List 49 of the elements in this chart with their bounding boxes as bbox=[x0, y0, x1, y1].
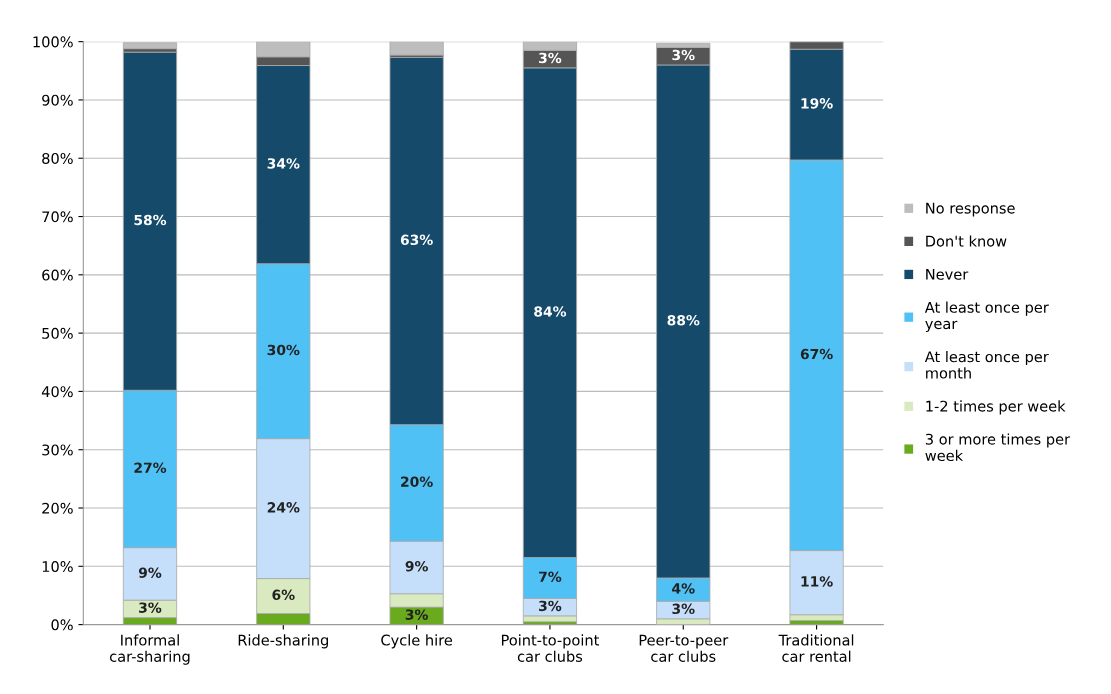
data-label: 7% bbox=[539, 571, 562, 582]
y-tick-label: 40% bbox=[41, 386, 73, 398]
data-label: 27% bbox=[134, 462, 167, 473]
x-tick-label: Peer-to-peer car clubs bbox=[639, 634, 729, 662]
data-label: 6% bbox=[272, 589, 295, 601]
y-tick-label: 10% bbox=[42, 561, 73, 573]
x-tick-label: Point-to-point car clubs bbox=[501, 634, 600, 662]
data-label: 84% bbox=[534, 306, 567, 317]
data-label: 88% bbox=[667, 314, 700, 326]
y-tick-label: 80% bbox=[42, 152, 73, 164]
data-label: 19% bbox=[801, 98, 833, 109]
data-label: 3% bbox=[539, 600, 562, 612]
data-label: 3% bbox=[139, 602, 162, 613]
x-tick-label: Ride-sharing bbox=[238, 634, 328, 649]
data-label: 9% bbox=[138, 567, 162, 578]
y-tick-label: 60% bbox=[42, 269, 73, 281]
data-label: 3% bbox=[539, 52, 562, 64]
data-label: 3% bbox=[672, 603, 695, 615]
data-label: 67% bbox=[800, 348, 833, 360]
x-tick-label: Cycle hire bbox=[381, 634, 453, 649]
y-tick-label: 90% bbox=[42, 94, 73, 106]
data-label: 63% bbox=[400, 234, 433, 246]
data-label: 4% bbox=[672, 583, 695, 594]
legend-label: 3 or more times per week bbox=[925, 433, 1071, 462]
data-label: 3% bbox=[405, 609, 428, 620]
data-label: 34% bbox=[267, 158, 300, 169]
data-label: 58% bbox=[134, 214, 167, 226]
data-label: 20% bbox=[401, 476, 433, 487]
legend-label: No response bbox=[926, 202, 1015, 217]
y-tick-label: 50% bbox=[42, 327, 73, 339]
legend-label: Don't know bbox=[926, 235, 1007, 247]
bar bbox=[389, 41, 444, 56]
bar bbox=[122, 42, 178, 50]
legend-label: Never bbox=[926, 268, 969, 280]
data-label: 11% bbox=[801, 576, 833, 587]
data-label: 24% bbox=[267, 502, 300, 513]
legend-label: At least once per month bbox=[924, 350, 1049, 379]
y-tick-label: 0% bbox=[51, 619, 73, 631]
y-tick-label: 100% bbox=[33, 36, 73, 48]
legend-label: 1-2 times per week bbox=[926, 400, 1066, 415]
x-tick-label: Traditional car rental bbox=[778, 634, 854, 662]
x-tick-label: Informal car-sharing bbox=[109, 634, 190, 665]
data-label: 9% bbox=[405, 560, 428, 572]
y-tick-label: 20% bbox=[42, 502, 73, 514]
legend-label: At least once per year bbox=[924, 301, 1049, 333]
data-label: 30% bbox=[267, 344, 300, 356]
data-label: 3% bbox=[672, 49, 695, 61]
y-tick-label: 30% bbox=[42, 444, 73, 456]
y-tick-label: 70% bbox=[42, 211, 73, 223]
